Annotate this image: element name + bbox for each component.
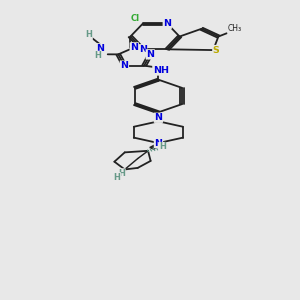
Text: H: H	[85, 30, 92, 39]
Text: N: N	[154, 113, 162, 122]
Text: H: H	[159, 142, 166, 152]
Text: N: N	[146, 50, 154, 59]
Text: H: H	[118, 169, 125, 178]
Text: N: N	[120, 61, 128, 70]
Text: N: N	[96, 44, 104, 53]
Text: NH: NH	[153, 66, 169, 75]
Text: N: N	[130, 43, 138, 52]
Text: H: H	[113, 173, 120, 182]
Text: CH₃: CH₃	[228, 24, 242, 33]
Text: N: N	[154, 139, 162, 148]
Text: H: H	[94, 51, 101, 60]
Text: S: S	[213, 46, 220, 55]
Text: N: N	[139, 45, 147, 54]
Text: Cl: Cl	[131, 14, 140, 23]
Polygon shape	[150, 143, 158, 149]
Text: N: N	[163, 19, 171, 28]
